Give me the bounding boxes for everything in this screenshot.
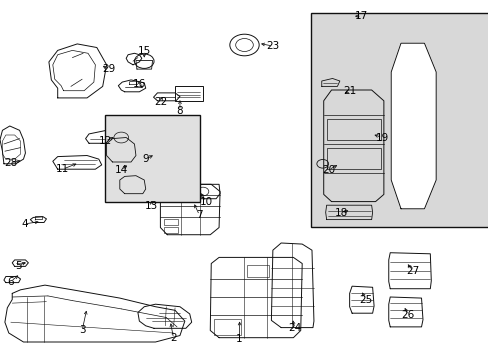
- Text: 3: 3: [79, 325, 85, 336]
- Text: 26: 26: [401, 310, 414, 320]
- Text: 20: 20: [322, 165, 334, 175]
- Text: 4: 4: [21, 219, 28, 229]
- Bar: [310, 13, 488, 227]
- Text: 23: 23: [265, 41, 279, 51]
- Text: 1: 1: [236, 334, 243, 344]
- Text: 22: 22: [153, 96, 167, 107]
- Text: 19: 19: [375, 132, 388, 143]
- Text: 16: 16: [132, 78, 146, 89]
- Bar: [175, 86, 203, 101]
- Text: 24: 24: [287, 323, 301, 333]
- Text: 15: 15: [137, 46, 151, 56]
- Text: 14: 14: [114, 165, 128, 175]
- Text: 13: 13: [144, 201, 158, 211]
- Text: 11: 11: [56, 164, 69, 174]
- Bar: [163, 227, 178, 233]
- Bar: [105, 115, 200, 202]
- Bar: [246, 265, 268, 277]
- Text: 7: 7: [196, 210, 203, 220]
- Text: 29: 29: [102, 64, 115, 74]
- Bar: [163, 219, 178, 225]
- Text: 17: 17: [354, 11, 368, 21]
- Polygon shape: [390, 43, 435, 209]
- Text: 28: 28: [4, 158, 18, 168]
- Bar: [214, 319, 241, 335]
- Text: 25: 25: [358, 294, 372, 305]
- Text: 12: 12: [98, 136, 112, 146]
- Text: 27: 27: [406, 266, 419, 276]
- Text: 21: 21: [342, 86, 356, 96]
- Text: 18: 18: [334, 208, 347, 218]
- Text: 6: 6: [7, 276, 14, 287]
- Text: 2: 2: [170, 333, 177, 343]
- Text: 8: 8: [176, 106, 183, 116]
- Text: 10: 10: [200, 197, 212, 207]
- Bar: [326, 119, 381, 140]
- Bar: [326, 148, 381, 169]
- Text: 9: 9: [142, 154, 149, 164]
- Text: 5: 5: [15, 261, 22, 271]
